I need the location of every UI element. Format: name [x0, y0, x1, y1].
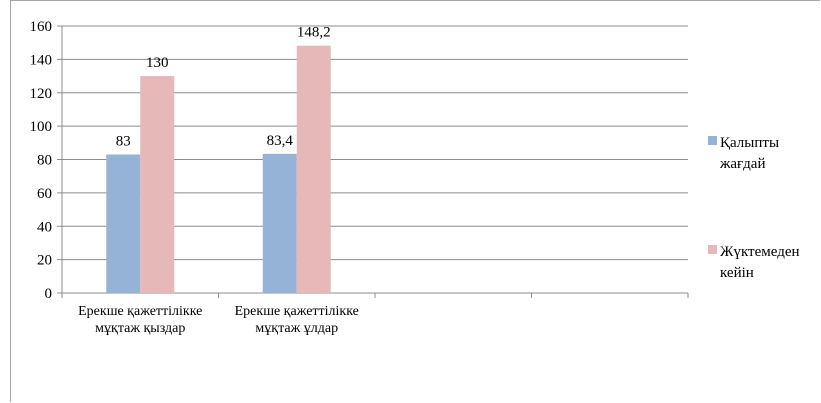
bar: [140, 76, 175, 293]
y-tick-label: 80: [37, 153, 52, 169]
data-label: 148,2: [297, 25, 331, 41]
data-label: 130: [146, 55, 169, 71]
y-tick-label: 20: [37, 253, 52, 269]
y-tick-label: 160: [30, 19, 53, 35]
chart-frame: [10, 0, 820, 402]
data-label: 83: [116, 133, 131, 149]
category-label: Ерекше қажеттілікке мұқтаж ұлдар: [235, 304, 359, 336]
data-labels: 83 130 83,4 148,2: [116, 25, 331, 150]
y-tick-label: 0: [45, 286, 53, 302]
bar: [296, 45, 331, 293]
bars: [106, 45, 331, 293]
y-tick-label: 100: [30, 119, 53, 135]
gridlines: [62, 25, 688, 261]
legend-label-line: жағдай: [719, 156, 766, 172]
data-label: 83,4: [267, 133, 294, 149]
y-tick-label: 40: [37, 219, 52, 235]
bar: [262, 153, 297, 293]
category-label-line: мұқтаж қыздар: [95, 321, 185, 336]
legend-label-line: Жүктемеден: [720, 244, 800, 260]
legend: Қалыпты жағдай Жүктемеден кейін: [708, 135, 800, 281]
category-label: Ерекше қажеттілікке мұқтаж қыздар: [78, 304, 202, 336]
legend-swatch: [708, 136, 717, 145]
y-tick-label: 60: [37, 186, 52, 202]
y-tick-labels: 0 20 40 60 80 100 120 140 160: [30, 19, 53, 302]
legend-label: Жүктемеден кейін: [720, 244, 800, 281]
legend-label-line: кейін: [720, 265, 754, 281]
category-label-line: Ерекше қажеттілікке: [78, 304, 202, 319]
legend-label: Қалыпты жағдай: [719, 135, 779, 172]
y-tick-label: 140: [30, 52, 53, 68]
y-tick-label: 120: [30, 86, 53, 102]
legend-swatch: [708, 245, 717, 254]
category-label-line: мұқтаж ұлдар: [255, 321, 338, 336]
legend-label-line: Қалыпты: [720, 135, 779, 151]
bar: [106, 154, 141, 293]
category-label-line: Ерекше қажеттілікке: [235, 304, 359, 319]
